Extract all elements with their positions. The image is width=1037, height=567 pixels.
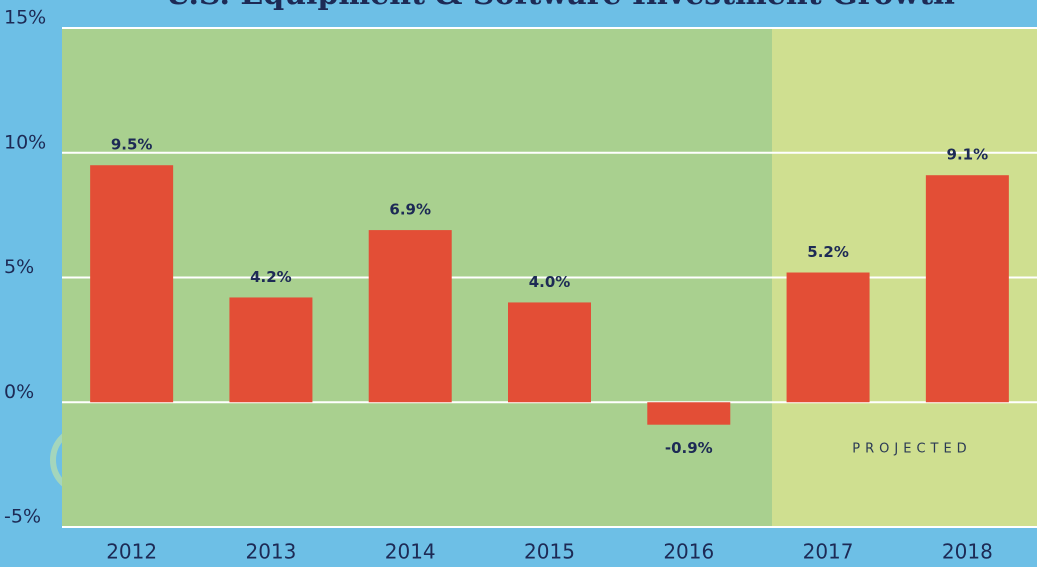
value-label: 4.0%	[529, 273, 571, 291]
bar	[90, 165, 173, 402]
value-label: -0.9%	[665, 439, 713, 457]
y-tick-label: 10%	[4, 131, 46, 153]
bar	[508, 302, 591, 402]
value-label: 9.1%	[947, 146, 989, 164]
annotation: PROJECTED	[852, 442, 971, 457]
value-label: 9.5%	[111, 136, 153, 154]
page: {"chart_data": {"type": "bar", "title": …	[0, 0, 1037, 567]
bar	[647, 402, 730, 424]
y-tick-label: 15%	[4, 7, 46, 29]
bar	[787, 273, 870, 403]
y-tick-label: -5%	[4, 506, 41, 528]
bar	[926, 175, 1009, 402]
x-tick-label: 2012	[106, 540, 157, 564]
x-tick-label: 2015	[524, 540, 575, 564]
x-tick-label: 2018	[942, 540, 993, 564]
y-tick-label: 5%	[4, 256, 34, 278]
bar	[369, 230, 452, 402]
x-tick-label: 2014	[385, 540, 436, 564]
x-tick-label: 2017	[803, 540, 854, 564]
value-label: 5.2%	[807, 243, 849, 261]
y-tick-label: 0%	[4, 381, 34, 403]
bar	[229, 297, 312, 402]
chart-title: U.S. Equipment & Software Investment Gro…	[165, 0, 955, 12]
value-label: 6.9%	[389, 201, 431, 219]
value-label: 4.2%	[250, 268, 292, 286]
chart: U.S. Equipment & Software Investment Gro…	[0, 0, 1037, 567]
x-tick-label: 2013	[245, 540, 296, 564]
x-tick-label: 2016	[663, 540, 714, 564]
